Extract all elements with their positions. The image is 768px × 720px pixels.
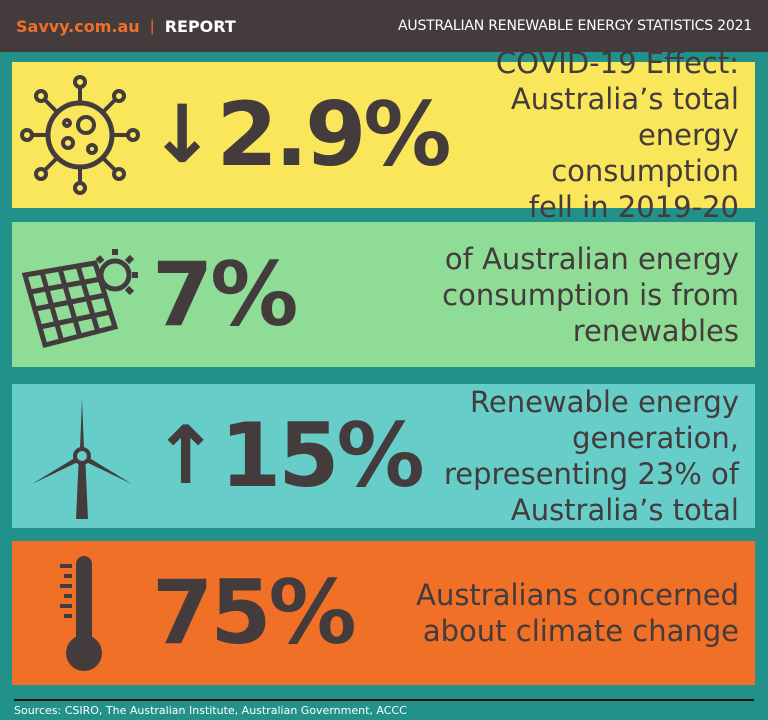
- header-bar: Savvy.com.au | REPORT AUSTRALIAN RENEWAB…: [0, 0, 768, 52]
- sources-footer: Sources: CSIRO, The Australian Institute…: [14, 704, 407, 717]
- divider: [14, 699, 754, 701]
- stat-value: 15%: [220, 404, 425, 507]
- stat-panel-generation: ↑ 15% Renewable energy generation, repre…: [12, 384, 755, 528]
- stat-panel-renewables: 7% of Australian energy consumption is f…: [12, 222, 755, 367]
- stat-description: COVID-19 Effect: Australia’s total energ…: [495, 46, 739, 224]
- solar-panel-icon: [12, 235, 152, 355]
- stat-value: 2.9%: [216, 83, 451, 186]
- stat-description: of Australian energy consumption is from…: [442, 241, 739, 348]
- down-arrow-icon: ↓: [148, 88, 215, 181]
- thermometer-icon: [12, 551, 152, 676]
- up-arrow-icon: ↑: [152, 409, 219, 502]
- stat-panel-covid: ↓ 2.9% COVID-19 Effect: Australia’s tota…: [12, 46, 755, 224]
- page-title: AUSTRALIAN RENEWABLE ENERGY STATISTICS 2…: [398, 18, 752, 34]
- wind-turbine-icon: [12, 394, 152, 519]
- section-label: REPORT: [164, 16, 236, 36]
- stat-panel-climate: 75% Australians concerned about climate …: [12, 541, 755, 685]
- virus-icon: [12, 75, 148, 195]
- stat-description: Renewable energy generation, representin…: [443, 385, 739, 527]
- brand-logo[interactable]: Savvy.com.au: [16, 16, 140, 36]
- stat-description: Australians concerned about climate chan…: [416, 578, 739, 648]
- stat-value: 75%: [152, 561, 357, 664]
- separator: |: [149, 17, 155, 35]
- stat-value: 7%: [152, 242, 298, 346]
